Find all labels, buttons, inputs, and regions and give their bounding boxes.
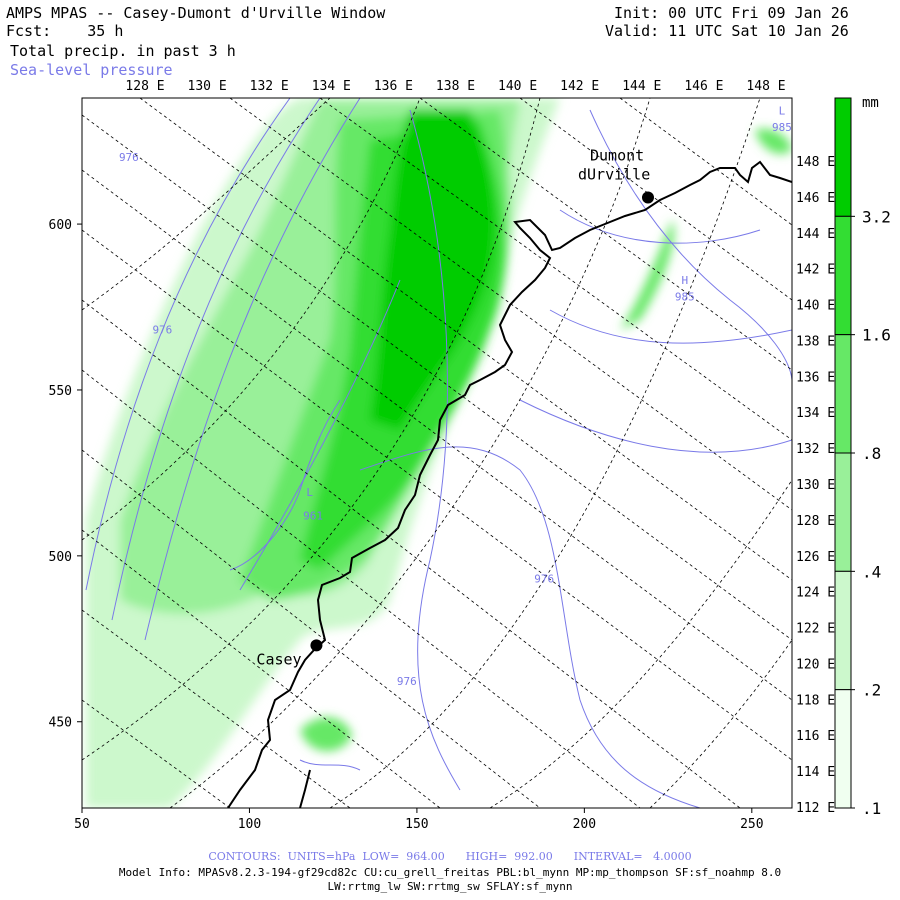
colorbar-box	[834, 334, 852, 454]
right-lon-label: 112 E	[796, 801, 835, 816]
right-lon-label: 126 E	[796, 550, 835, 565]
colorbar-box	[834, 452, 852, 572]
pressure-label: 976	[534, 572, 554, 585]
right-lon-label: 114 E	[796, 765, 835, 780]
right-lon-label: 134 E	[796, 406, 835, 421]
init-time: Init: 00 UTC Fri 09 Jan 26	[614, 4, 849, 22]
map-panel: 976 976 976 976 L 961 H 985 L 985	[82, 98, 792, 808]
pressure-label: 985	[675, 290, 695, 303]
overlay-name: Sea-level pressure	[10, 61, 173, 79]
top-lon-label: 138 E	[436, 79, 475, 94]
lat-lon-grid	[82, 98, 792, 808]
right-lon-label: 138 E	[796, 334, 835, 349]
pressure-label: 985	[772, 121, 792, 134]
x-tick-label: 50	[74, 817, 90, 832]
top-lon-label: 142 E	[560, 79, 599, 94]
top-lon-label: 128 E	[125, 79, 164, 94]
top-lon-label: 144 E	[622, 79, 661, 94]
right-lon-label: 120 E	[796, 657, 835, 672]
y-tick-label: 500	[49, 550, 72, 565]
top-lon-label: 146 E	[684, 79, 723, 94]
y-tick-label: 450	[49, 716, 72, 731]
right-lon-label: 146 E	[796, 191, 835, 206]
colorbar-labels: 3.2 1.6 .8 .4 .2 .1	[851, 207, 891, 818]
station-label: Casey	[256, 650, 301, 668]
contour-info: CONTOURS: UNITS=hPa LOW= 964.00 HIGH= 99…	[208, 850, 692, 863]
pressure-label: L	[779, 105, 786, 118]
y-axis: 600 550 500 450	[49, 218, 82, 731]
map-title: AMPS MPAS -- Casey-Dumont d'Urville Wind…	[6, 4, 386, 22]
pressure-labels: 976 976 976 976 L 961 H 985 L 985	[119, 105, 792, 689]
top-lon-label: 130 E	[188, 79, 227, 94]
top-lon-label: 134 E	[312, 79, 351, 94]
colorbar-label: .1	[862, 799, 881, 818]
pressure-label: H	[682, 274, 689, 287]
x-tick-label: 150	[405, 817, 428, 832]
colorbar-label: 1.6	[862, 326, 891, 345]
top-lon-label: 132 E	[250, 79, 289, 94]
colorbar-box	[834, 97, 852, 217]
colorbar-box	[834, 689, 852, 809]
colorbar-box	[834, 215, 852, 336]
pressure-label: 961	[303, 509, 323, 522]
colorbar-label: .8	[862, 444, 881, 463]
colorbar-box	[834, 570, 852, 691]
station-marker	[310, 639, 323, 652]
station-label: dUrville	[578, 166, 650, 184]
colorbar-label: .4	[862, 562, 881, 581]
right-lon-label: 136 E	[796, 370, 835, 385]
field-name: Total precip. in past 3 h	[10, 42, 236, 60]
x-tick-label: 100	[238, 817, 261, 832]
x-tick-label: 250	[740, 817, 763, 832]
colorbar-label: 3.2	[862, 207, 891, 226]
pressure-label: 976	[397, 675, 417, 688]
y-tick-label: 550	[49, 384, 72, 399]
model-info: Model Info: MPASv8.2.3-194-gf29cd82c CU:…	[118, 866, 782, 879]
right-lon-label: 140 E	[796, 299, 835, 314]
right-longitude-labels: 148 E 146 E 144 E 142 E 140 E 138 E 136 E 134 E…	[796, 155, 835, 816]
x-tick-label: 200	[573, 817, 596, 832]
right-lon-label: 128 E	[796, 514, 835, 529]
pressure-contours	[85, 98, 792, 808]
station-label: Dumont	[590, 147, 644, 165]
right-lon-label: 144 E	[796, 227, 835, 242]
x-axis: 50 100 150 200 250	[74, 808, 764, 832]
coastline	[227, 160, 792, 808]
pressure-label: L	[306, 486, 313, 499]
model-info-physics: LW:rrtmg_lw SW:rrtmg_sw SFLAY:sf_mynn	[327, 880, 573, 893]
top-lon-label: 136 E	[374, 79, 413, 94]
valid-time: Valid: 11 UTC Sat 10 Jan 26	[605, 22, 849, 40]
pressure-label: 976	[119, 151, 139, 164]
colorbar-boxes	[834, 97, 852, 809]
right-lon-label: 130 E	[796, 478, 835, 493]
right-lon-label: 118 E	[796, 693, 835, 708]
top-lon-label: 140 E	[498, 79, 537, 94]
right-lon-label: 116 E	[796, 729, 835, 744]
right-lon-label: 122 E	[796, 622, 835, 637]
pressure-label: 976	[152, 324, 172, 337]
top-lon-label: 148 E	[746, 79, 785, 94]
right-lon-label: 142 E	[796, 263, 835, 278]
forecast-hour: Fcst: 35 h	[6, 22, 124, 40]
colorbar: mm 3.2 1.6 .8 .4 .2 .1	[834, 95, 891, 818]
right-lon-label: 132 E	[796, 442, 835, 457]
right-lon-label: 124 E	[796, 586, 835, 601]
map-frame	[81, 97, 793, 809]
colorbar-unit: mm	[862, 95, 879, 111]
colorbar-label: .2	[862, 681, 881, 700]
right-lon-label: 148 E	[796, 155, 835, 170]
y-tick-label: 600	[49, 218, 72, 233]
station-marker	[641, 191, 654, 204]
top-longitude-labels: 128 E 130 E 132 E 134 E 136 E 138 E 140 E 142 E…	[125, 79, 785, 94]
